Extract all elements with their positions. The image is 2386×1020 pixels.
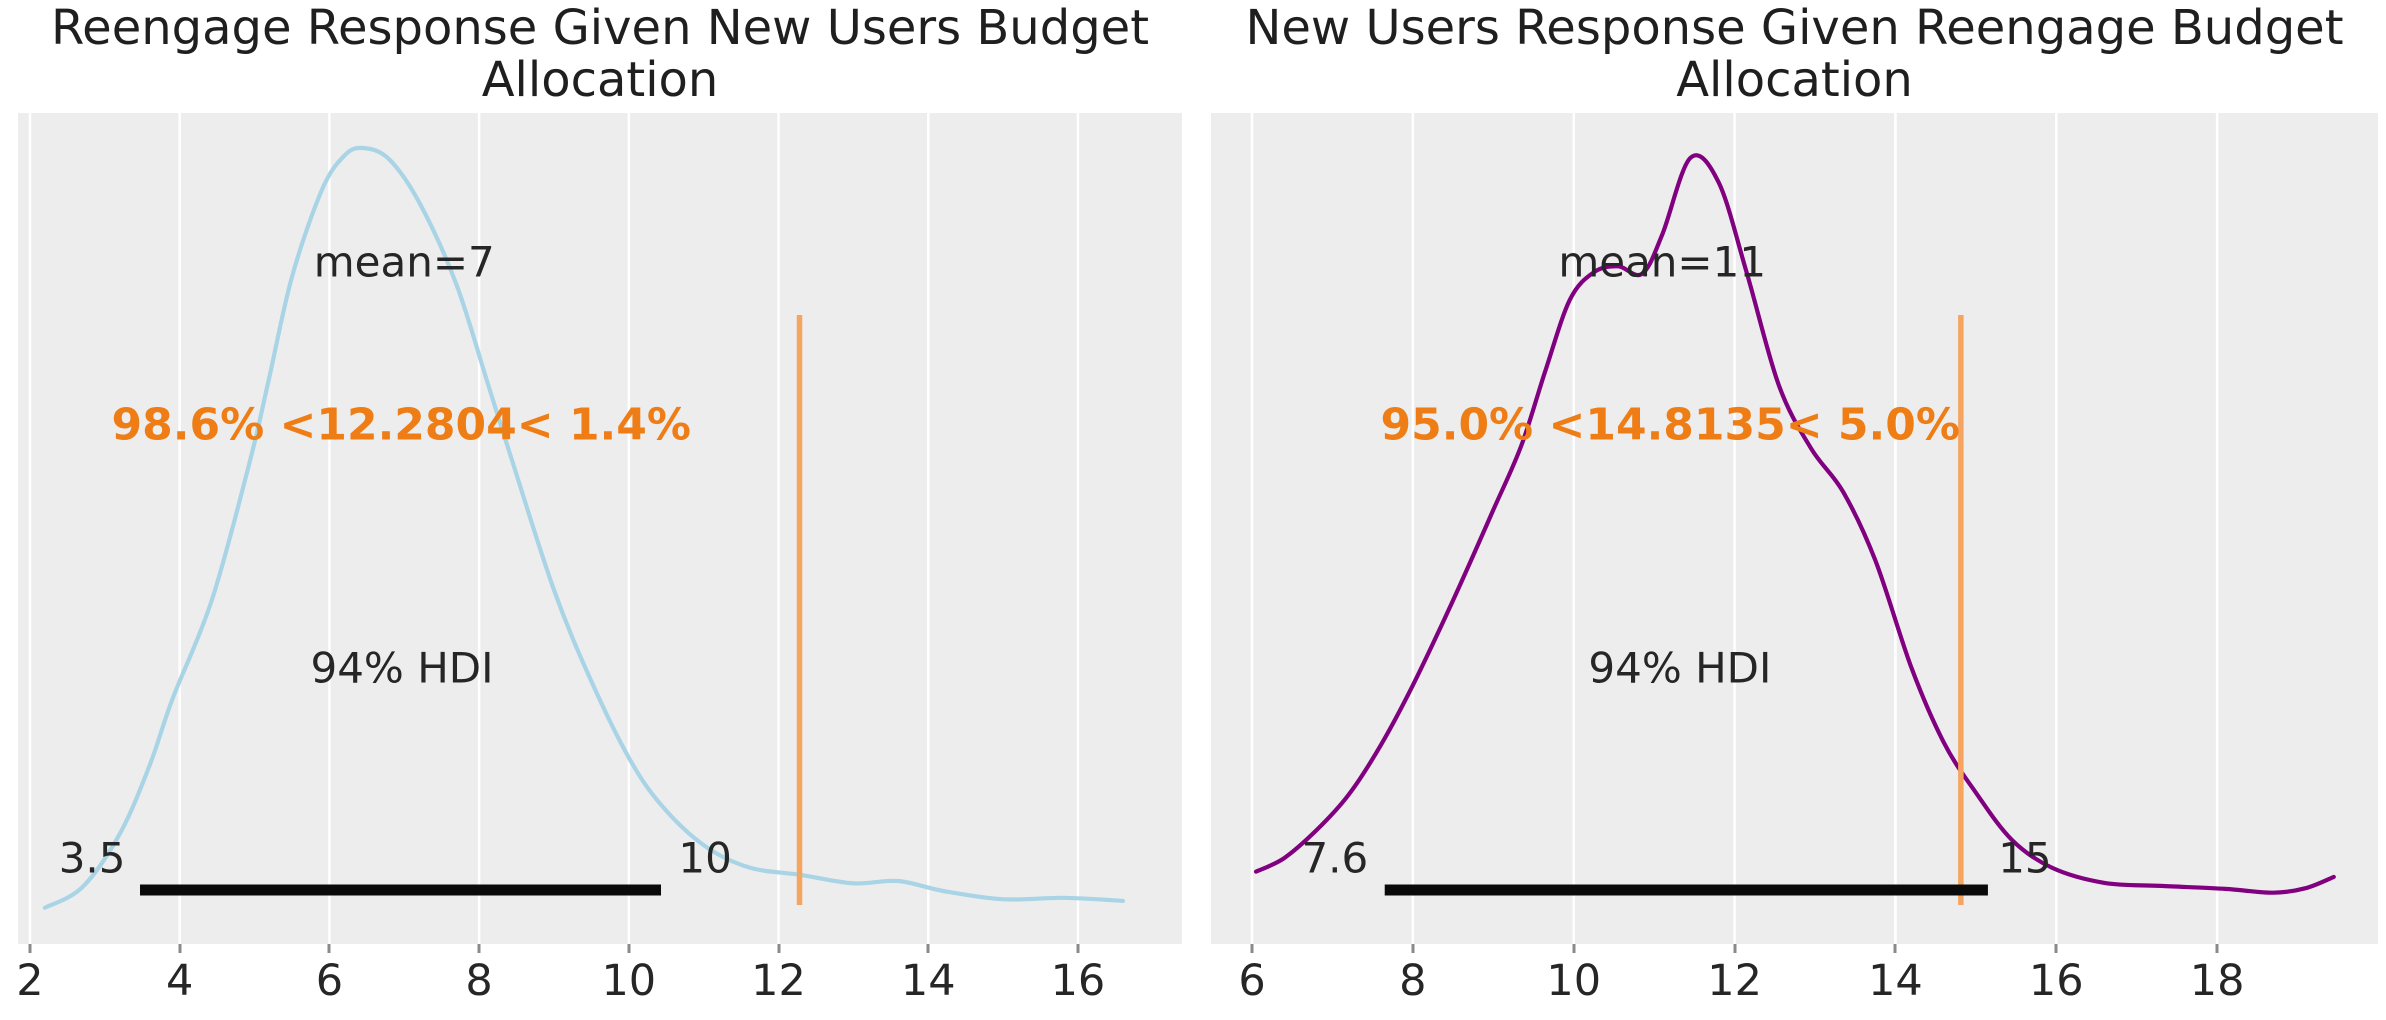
x-tick-mark <box>477 944 481 953</box>
plot-area: mean=11 95.0% <14.8135< 5.0% 94% HDI 7.6… <box>1211 113 2378 944</box>
title-line-2: Allocation <box>481 52 719 108</box>
mean-label: mean=11 <box>1558 237 1767 287</box>
x-tick-mark <box>926 944 930 953</box>
x-tick-label: 12 <box>751 956 806 1006</box>
hdi-upper-label: 10 <box>678 833 732 883</box>
ref-val-label: 95.0% <14.8135< 5.0% <box>1380 399 1960 451</box>
x-tick-mark <box>1733 944 1737 953</box>
hdi-label: 94% HDI <box>310 643 494 693</box>
x-tick-label: 14 <box>1868 956 1923 1006</box>
x-tick-label: 8 <box>1399 956 1427 1006</box>
x-tick-mark <box>178 944 182 953</box>
x-tick-mark <box>1250 944 1254 953</box>
hdi-lower-label: 3.5 <box>58 833 126 883</box>
x-tick-mark <box>1076 944 1080 953</box>
hdi-upper-label: 15 <box>1998 833 2052 883</box>
x-tick-mark <box>627 944 631 953</box>
x-tick-mark <box>28 944 32 953</box>
title-line-2: Allocation <box>1676 52 1913 108</box>
x-tick-mark <box>327 944 331 953</box>
x-tick-mark <box>1572 944 1576 953</box>
hdi-lower-label: 7.6 <box>1301 833 1369 883</box>
x-tick-mark <box>2215 944 2219 953</box>
x-tick-label: 4 <box>165 956 194 1006</box>
x-tick-label: 8 <box>465 956 493 1006</box>
x-tick-mark <box>2054 944 2058 953</box>
x-tick-label: 2 <box>16 956 44 1006</box>
x-tick-label: 14 <box>900 956 956 1006</box>
chart-title: Reengage Response Given New Users Budget… <box>18 2 1182 106</box>
kde-curve <box>42 145 1125 910</box>
x-tick-mark <box>1893 944 1897 953</box>
kde-plot-svg <box>28 113 1125 944</box>
x-tick-label: 12 <box>1707 956 1762 1006</box>
x-tick-label: 6 <box>315 956 344 1006</box>
x-tick-label: 10 <box>1546 956 1602 1006</box>
plot-area: mean=7 98.6% <12.2804< 1.4% 94% HDI 3.5 … <box>18 113 1182 944</box>
x-tick-label: 10 <box>601 956 657 1006</box>
chart-title: New Users Response Given Reengage Budget… <box>1211 2 2378 106</box>
x-tick-mark <box>777 944 781 953</box>
x-tick-label: 16 <box>1050 956 1106 1006</box>
kde-plot-svg <box>1250 113 2336 944</box>
kde-curve <box>1253 153 2336 895</box>
ref-val-label: 98.6% <12.2804< 1.4% <box>111 399 691 451</box>
title-line-1: New Users Response Given Reengage Budget <box>1245 0 2344 56</box>
x-tick-label: 18 <box>2189 956 2245 1006</box>
title-line-1: Reengage Response Given New Users Budget <box>50 0 1150 56</box>
x-tick-label: 16 <box>2028 956 2084 1006</box>
hdi-label: 94% HDI <box>1588 643 1772 693</box>
x-tick-label: 6 <box>1238 956 1266 1006</box>
mean-label: mean=7 <box>313 237 495 287</box>
x-tick-mark <box>1411 944 1415 953</box>
